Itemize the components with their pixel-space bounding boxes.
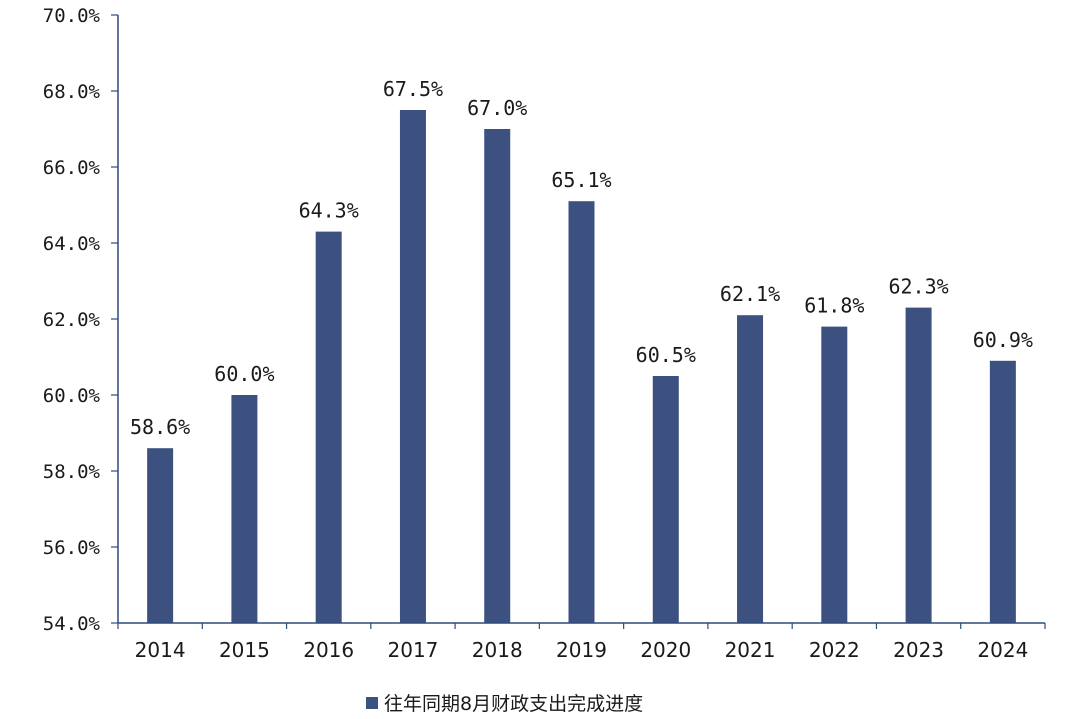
bar-2024 [989,360,1016,623]
x-tick-label-2019: 2019 [556,638,607,662]
x-tick-label-2022: 2022 [809,638,860,662]
data-label-2024: 60.9% [973,328,1033,352]
data-label-2017: 67.5% [383,77,443,101]
data-labels: 58.6% 60.0% 64.3% 67.5% 67.0% 65.1% 60.5% 62.1%… [130,77,1033,439]
bar-2020 [652,376,679,623]
bar-2023 [905,307,932,623]
y-tick-label: 58.0% [43,461,101,483]
bars [147,110,1016,623]
data-label-2015: 60.0% [214,362,274,386]
x-tick-label-2014: 2014 [135,638,186,662]
x-axis: 2014 2015 2016 2017 2018 2019 2020 2021 2022 2023… [117,622,1046,662]
data-label-2016: 64.3% [299,199,359,223]
x-tick-label-2021: 2021 [725,638,776,662]
y-tick-label: 66.0% [43,157,101,179]
bar-2019 [568,201,595,623]
x-tick-label-2020: 2020 [640,638,691,662]
y-tick-label: 60.0% [43,385,101,407]
data-label-2021: 62.1% [720,282,780,306]
bar-2015 [231,395,258,623]
bar-2021 [737,315,764,623]
x-tick-label-2016: 2016 [303,638,354,662]
legend-swatch [366,697,378,709]
y-tick-label: 68.0% [43,81,101,103]
bar-2016 [315,231,342,623]
x-tick-label-2018: 2018 [472,638,523,662]
legend-label: 往年同期8月财政支出完成进度 [384,693,643,715]
y-tick-label: 64.0% [43,233,101,255]
bar-2017 [399,110,426,623]
data-label-2020: 60.5% [636,343,696,367]
x-tick-label-2015: 2015 [219,638,270,662]
y-tick-label: 70.0% [43,5,101,27]
data-label-2014: 58.6% [130,415,190,439]
data-label-2023: 62.3% [888,275,948,299]
x-tick-label-2017: 2017 [388,638,439,662]
bar-2022 [821,326,848,623]
y-tick-label: 54.0% [43,613,101,635]
y-tick-label: 62.0% [43,309,101,331]
bar-2014 [147,448,174,623]
y-axis: 54.0% 56.0% 58.0% 60.0% 62.0% 64.0% 66.0% 68.0%… [43,5,119,635]
bar-2018 [484,129,511,623]
data-label-2022: 61.8% [804,294,864,318]
legend: 往年同期8月财政支出完成进度 [366,693,643,715]
x-tick-label-2023: 2023 [893,638,944,662]
data-label-2018: 67.0% [467,96,527,120]
y-tick-label: 56.0% [43,537,101,559]
data-label-2019: 65.1% [551,168,611,192]
x-tick-label-2024: 2024 [977,638,1028,662]
